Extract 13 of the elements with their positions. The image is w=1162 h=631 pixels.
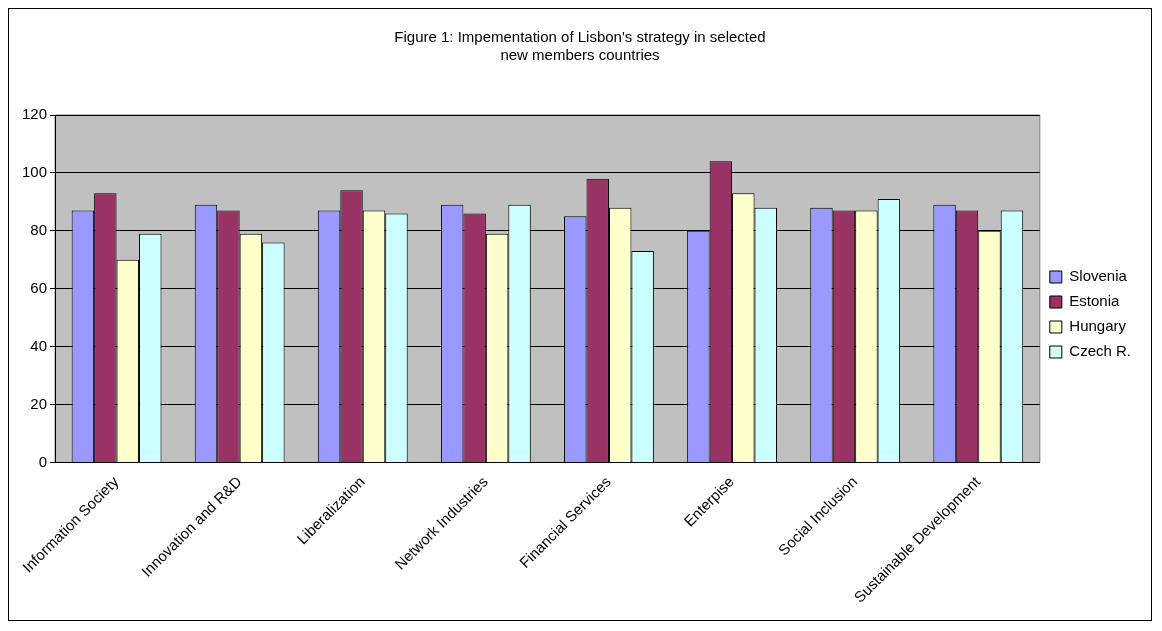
y-tick-label: 20 [30, 394, 48, 412]
legend-label: Hungary [1069, 317, 1127, 335]
text: new members countries [500, 46, 660, 64]
legend-label: Slovenia [1069, 267, 1128, 285]
y-tick-label: 120 [22, 105, 48, 123]
y-tick-label: 0 [38, 452, 48, 470]
y-tick-label: 40 [30, 336, 48, 354]
y-tick-label: 100 [22, 163, 48, 181]
y-tick-label: 80 [30, 220, 48, 238]
text: Figure 1: Impementation of Lisbon's strategy in selected [394, 28, 766, 46]
y-tick-label: 60 [30, 278, 48, 296]
legend-label: Estonia [1069, 292, 1120, 310]
legend-label: Czech R. [1069, 342, 1131, 360]
